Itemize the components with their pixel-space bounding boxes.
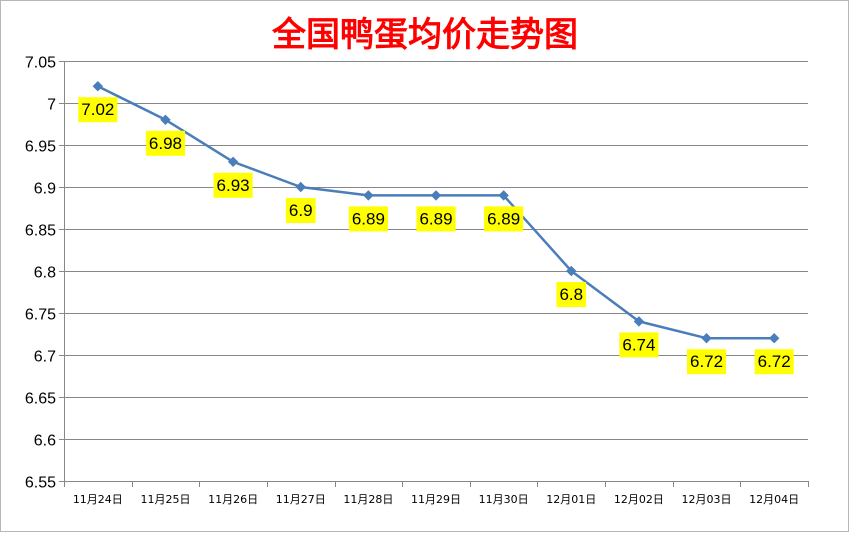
x-tick-label: 11月30日	[479, 493, 529, 506]
x-tick-label: 11月27日	[276, 493, 326, 506]
data-label-text: 6.89	[352, 209, 385, 228]
data-label-text: 7.02	[81, 100, 114, 119]
x-tick-label: 11月29日	[411, 493, 461, 506]
data-label: 6.89	[416, 206, 456, 232]
data-label-text: 6.74	[622, 335, 655, 354]
data-label-text: 6.72	[758, 352, 791, 371]
data-point-marker	[363, 190, 374, 201]
data-label: 6.93	[213, 172, 253, 198]
data-point-marker	[566, 265, 577, 277]
y-tick-label: 6.9	[34, 181, 56, 198]
data-point-marker	[160, 114, 171, 126]
data-label-text: 6.9	[289, 201, 313, 220]
data-point-marker	[430, 190, 442, 201]
data-point-marker	[701, 332, 712, 344]
data-label-box	[213, 172, 253, 198]
data-label-text: 6.8	[559, 285, 583, 304]
data-label-text: 6.98	[149, 134, 182, 153]
y-tick-label: 6.6	[34, 433, 56, 450]
data-point-marker	[498, 190, 509, 201]
y-tick-label: 6.95	[25, 139, 56, 156]
x-tick-label: 12月02日	[614, 493, 664, 506]
y-tick-label: 6.55	[25, 475, 56, 492]
y-axis-ticks: 6.55 6.6 6.65 6.7 6.75 6.8 6.85 6.9 6.95 7 7.05	[25, 55, 56, 492]
y-tick-label: 6.7	[34, 349, 56, 366]
data-label-box	[416, 206, 456, 232]
y-tick-label: 6.8	[34, 265, 56, 282]
data-labels: 7.02 6.98 6.93 6.9 6.89 6.89 6.89 6.8 6.74 6.72 6.…	[78, 97, 794, 375]
x-axis-ticks: 11月24日 11月25日 11月26日 11月27日 11月28日 11月29日 11月3…	[73, 493, 799, 506]
chart-title: 全国鸭蛋均价走势图	[271, 15, 578, 55]
data-label: 6.72	[686, 349, 727, 375]
data-label-box	[348, 206, 388, 232]
data-label-box	[145, 130, 186, 156]
data-label-box	[556, 282, 587, 307]
data-label-text: 6.72	[690, 352, 723, 371]
data-point-marker	[768, 332, 780, 344]
data-label: 6.98	[145, 130, 186, 156]
y-tick-label: 6.65	[25, 391, 56, 408]
y-tick-label: 7.05	[25, 55, 56, 72]
x-tick-label: 12月03日	[682, 493, 732, 506]
y-tick-label: 7	[47, 97, 56, 114]
data-label-box	[754, 349, 794, 375]
data-label: 6.89	[484, 206, 524, 232]
data-label-text: 6.89	[487, 209, 520, 228]
y-tick-label: 6.75	[25, 307, 56, 324]
data-label-box	[285, 198, 316, 223]
data-label: 6.8	[556, 282, 587, 307]
data-label-box	[619, 332, 659, 358]
data-label-text: 6.89	[419, 209, 452, 228]
gridlines	[64, 61, 808, 440]
x-tick-label: 11月28日	[343, 493, 393, 506]
x-tick-label: 11月26日	[208, 493, 258, 506]
data-label: 6.74	[619, 332, 659, 358]
data-point-marker	[633, 316, 645, 327]
data-label-box	[484, 206, 524, 232]
data-point-marker	[92, 80, 104, 92]
data-label: 6.9	[285, 198, 316, 223]
data-label-box	[78, 97, 118, 123]
data-point-marker	[227, 156, 239, 168]
data-label-box	[686, 349, 727, 375]
x-tick-label: 12月04日	[749, 493, 799, 506]
data-label-text: 6.93	[217, 176, 250, 195]
axes	[59, 61, 809, 487]
x-tick-label: 12月01日	[546, 493, 596, 506]
data-label: 6.89	[348, 206, 388, 232]
data-point-marker	[295, 181, 306, 193]
x-tick-label: 11月24日	[73, 493, 123, 506]
series-duck-egg-price	[92, 80, 780, 344]
data-label: 7.02	[78, 97, 118, 123]
y-tick-label: 6.85	[25, 223, 56, 240]
x-tick-label: 11月25日	[140, 493, 190, 506]
data-label: 6.72	[754, 349, 794, 375]
